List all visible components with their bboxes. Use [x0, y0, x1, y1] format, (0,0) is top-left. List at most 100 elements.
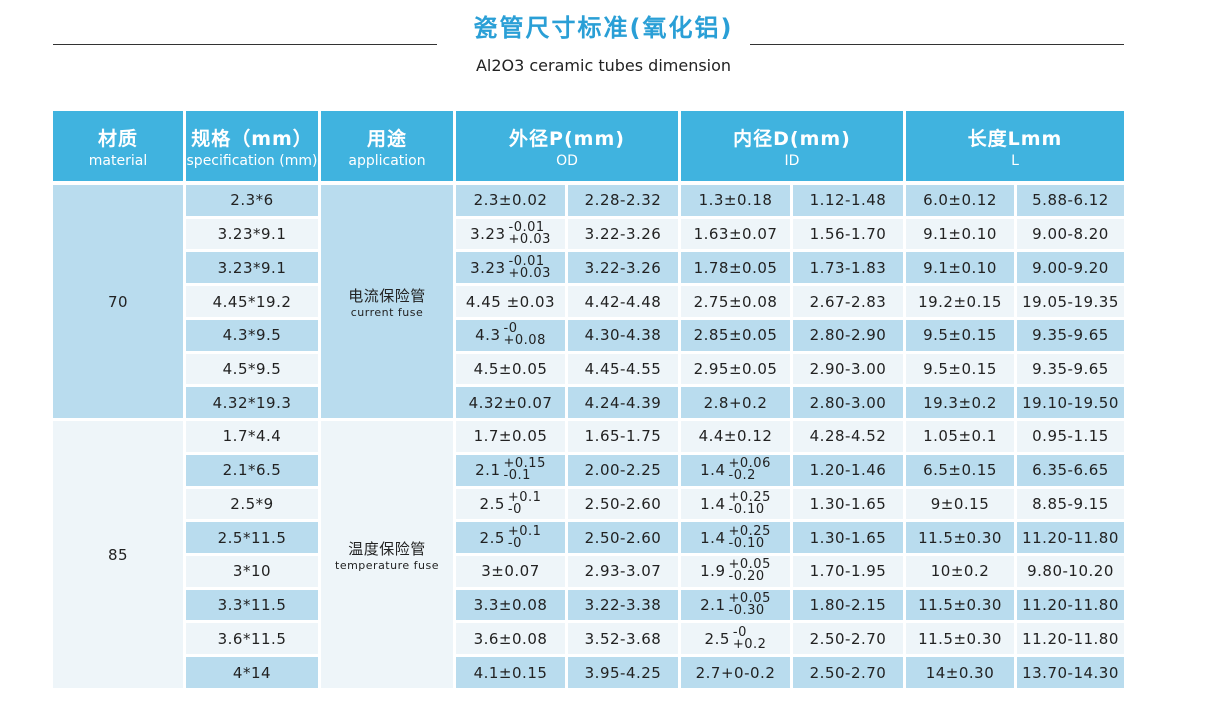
table-cell: 11.20-11.80: [1017, 623, 1124, 655]
header-en: OD: [556, 152, 578, 169]
table-cell: 4.42-4.48: [568, 286, 678, 317]
header-cn: 用途: [366, 127, 407, 150]
table-cell: 4.5*9.5: [186, 353, 318, 385]
value-base: 1.4: [700, 461, 726, 480]
tolerance-upper: +0.25: [728, 489, 771, 505]
table-cell: 2.1 +0.15 -0.1: [456, 454, 565, 486]
table-cell: 3.22-3.38: [568, 589, 678, 621]
value-base: 2.1: [700, 596, 726, 615]
tolerance-lower: -0.20: [728, 569, 765, 585]
table-cell: 3.23 -0.01 +0.03: [456, 252, 565, 284]
application-cn: 电流保险管: [348, 286, 426, 305]
tolerance-lower: -0: [507, 501, 522, 517]
table-cell: 1.4 +0.06 -0.2: [681, 454, 790, 486]
tolerance-lower: +0.03: [508, 232, 551, 248]
table-cell: 4.45*19.2: [186, 286, 318, 317]
tolerance-upper: +0.06: [728, 456, 771, 472]
table-cell: 3*10: [186, 556, 318, 587]
value-base: 2.5: [479, 528, 505, 547]
value-base: 2.5: [704, 629, 730, 648]
value-base: 3.23: [470, 225, 506, 244]
header-cell: 用途 application: [321, 111, 453, 181]
table-cell: 2.28-2.32: [568, 185, 678, 216]
table-cell: 4.45 ±0.03: [456, 286, 565, 317]
tolerance-lower: +0.2: [732, 636, 767, 652]
table-cell: 2.1*6.5: [186, 454, 318, 486]
subtitle: Al2O3 ceramic tubes dimension: [475, 56, 732, 75]
tolerance: +0.05 -0.30: [729, 592, 771, 617]
tolerance-lower: +0.03: [508, 265, 551, 281]
header-cell: 内径D(mm) ID: [681, 111, 903, 181]
tolerance-upper: -0: [503, 321, 518, 337]
table-cell: 3.3*11.5: [186, 589, 318, 621]
table-cell: 1.30-1.65: [793, 522, 903, 554]
header-en: specification (mm): [186, 152, 318, 169]
tolerance-lower: -0.10: [728, 501, 765, 517]
table-cell: 9.35-9.65: [1017, 353, 1124, 385]
table-cell: 1.9 +0.05 -0.20: [681, 556, 790, 587]
tolerance-upper: +0.05: [728, 557, 771, 573]
table-cell: 1.3±0.18: [681, 185, 790, 216]
table-cell: 3±0.07: [456, 556, 565, 587]
header-cn: 长度Lmm: [967, 127, 1063, 150]
tolerance-upper: -0: [732, 624, 747, 640]
table-cell: 13.70-14.30: [1017, 657, 1124, 688]
rule: [53, 44, 437, 45]
value-base: 1.4: [700, 528, 726, 547]
rule: [750, 44, 1124, 45]
table-cell: 4.32*19.3: [186, 387, 318, 419]
table-cell: 1.30-1.65: [793, 488, 903, 520]
table-cell: 3.22-3.26: [568, 218, 678, 250]
table-cell: 19.3±0.2: [906, 387, 1014, 419]
table-cell: 2.5 -0 +0.2: [681, 623, 790, 655]
table-cell: 2.8+0.2: [681, 387, 790, 419]
table-cell: 2.50-2.70: [793, 623, 903, 655]
tolerance-lower: -0: [507, 535, 522, 551]
table-cell: 9.00-8.20: [1017, 218, 1124, 250]
tolerance-lower: -0.1: [503, 468, 531, 484]
table-cell: 2.67-2.83: [793, 286, 903, 317]
table-cell: 2.7+0-0.2: [681, 657, 790, 688]
table-cell: 1.78±0.05: [681, 252, 790, 284]
table-cell: 4.32±0.07: [456, 387, 565, 419]
table-cell: 1.63±0.07: [681, 218, 790, 250]
tolerance: +0.25 -0.10: [729, 525, 771, 550]
header-cn: 内径D(mm): [733, 127, 851, 150]
header-cn: 外径P(mm): [509, 127, 625, 150]
table-cell: 6.0±0.12: [906, 185, 1014, 216]
table-cell: 6.5±0.15: [906, 454, 1014, 486]
table-cell: 3.23 -0.01 +0.03: [456, 218, 565, 250]
table-cell: 3.95-4.25: [568, 657, 678, 688]
table-cell: 2.50-2.60: [568, 522, 678, 554]
material-cell: 70: [53, 185, 183, 419]
table-cell: 19.2±0.15: [906, 286, 1014, 317]
tolerance-upper: -0.01: [508, 220, 545, 236]
table-cell: 9.5±0.15: [906, 353, 1014, 385]
header-cell: 材质 material: [53, 111, 183, 181]
table-cell: 2.50-2.60: [568, 488, 678, 520]
table-cell: 3.23*9.1: [186, 252, 318, 284]
header-en: material: [88, 152, 148, 169]
table-cell: 4.1±0.15: [456, 657, 565, 688]
table-cell: 2.93-3.07: [568, 556, 678, 587]
table-cell: 11.5±0.30: [906, 522, 1014, 554]
table-cell: 9.1±0.10: [906, 252, 1014, 284]
table-cell: 2.80-3.00: [793, 387, 903, 419]
header-cell: 规格（mm） specification (mm): [186, 111, 318, 181]
tolerance: +0.05 -0.20: [728, 557, 771, 585]
table-cell: 2.5 +0.1 -0: [456, 522, 565, 554]
table-cell: 10±0.2: [906, 556, 1014, 587]
table-cell: 8.85-9.15: [1017, 488, 1124, 520]
table-cell: 9.80-10.20: [1017, 556, 1124, 587]
table-cell: 2.1 +0.05 -0.30: [681, 589, 790, 621]
value-base: 1.9: [700, 562, 726, 581]
table-cell: 3.22-3.26: [568, 252, 678, 284]
table-cell: 1.4 +0.25 -0.10: [681, 488, 790, 520]
table-cell: 6.35-6.65: [1017, 454, 1124, 486]
tolerance: -0 +0.2: [732, 624, 767, 652]
table-cell: 1.56-1.70: [793, 218, 903, 250]
tolerance-upper: +0.15: [503, 456, 546, 472]
value-base: 4.3: [475, 326, 501, 345]
table-cell: 1.80-2.15: [793, 589, 903, 621]
table-cell: 5.88-6.12: [1017, 185, 1124, 216]
